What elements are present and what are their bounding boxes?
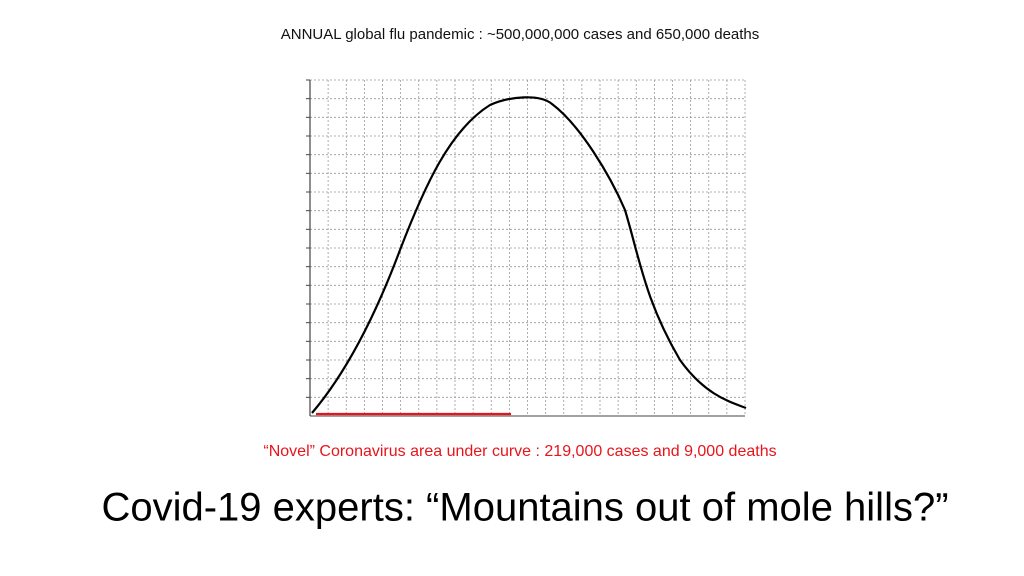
title: ANNUAL global flu pandemic : ~500,000,00… (281, 26, 760, 43)
annotation: “Novel” Coronavirus area under curve : 2… (263, 443, 776, 460)
flu-curve (311, 96, 747, 414)
grid (306, 79, 746, 416)
headline: Covid-19 experts: “Mountains out of mole… (101, 486, 948, 530)
